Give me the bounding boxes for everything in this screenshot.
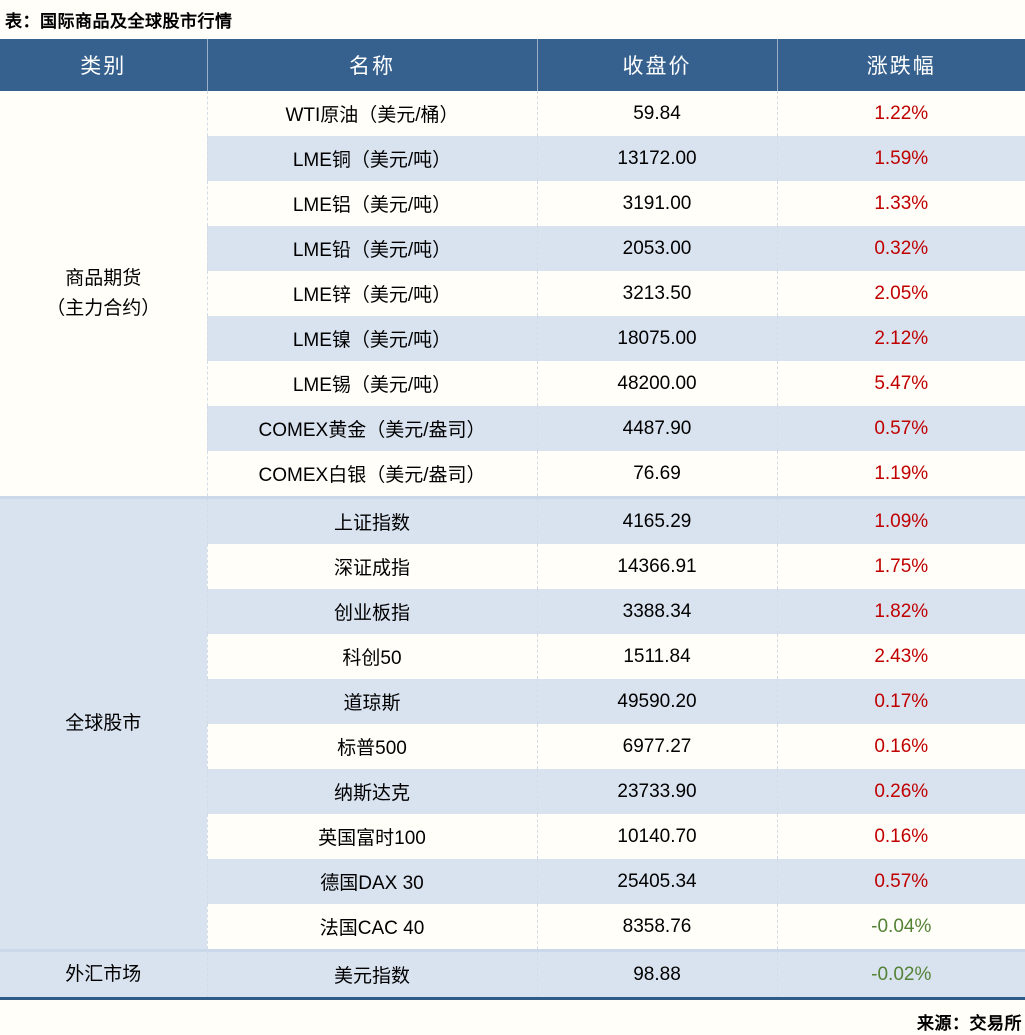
table-row: LME锌（美元/吨） 3213.50 2.05% [0,271,1025,316]
instrument-name-cell: LME铅（美元/吨） [207,226,538,271]
category-cell: 外汇市场 [0,949,208,997]
instrument-name-cell: 深证成指 [207,544,538,589]
instrument-name-cell: COMEX白银（美元/盎司） [207,451,538,498]
table-header: 类别 名称 收盘价 涨跌幅 [0,39,1025,91]
change-percent-cell: 0.16% [874,735,929,757]
table-body: 商品期货 （主力合约） WTI原油（美元/桶） 59.84 1.22% LME铜（美元/… [0,91,1025,997]
instrument-name-cell: WTI原油（美元/桶） [207,91,538,136]
table-row: 商品期货 （主力合约） WTI原油（美元/桶） 59.84 1.22% [0,91,1025,498]
close-price-cell: 4165.29 [537,496,778,544]
close-price-cell: 6977.27 [537,724,778,769]
change-percent-cell: 1.82% [777,589,1025,634]
instrument-name-cell: 美元指数 [207,949,538,997]
change-percent-cell: -0.02% [777,949,1025,997]
table-row: 法国CAC 40 8358.76 -0.04% [0,904,1025,951]
change-percent-cell: 1.19% [874,462,929,484]
close-price-cell: 3388.34 [537,589,778,634]
close-price-cell: 18075.00 [537,316,778,361]
close-price-cell: 98.88 [537,949,778,997]
instrument-name-cell: 标普500 [207,724,538,769]
close-price-cell: 76.69 [537,451,778,498]
instrument-name-cell: 上证指数 [207,496,538,544]
instrument-name-cell: 英国富时100 [207,814,538,859]
change-percent-cell: 2.12% [777,316,1025,361]
change-percent-cell: 1.59% [777,136,1025,181]
instrument-name-cell: LME锡（美元/吨） [207,361,538,406]
change-percent-cell: 1.33% [874,192,929,214]
table-row: 纳斯达克 23733.90 0.26% [0,769,1025,814]
close-price-cell: 3213.50 [537,271,778,316]
source-note: 来源：交易所 [917,1014,1022,1033]
header-category: 类别 [0,39,208,91]
close-price-cell: 10140.70 [537,814,778,859]
instrument-name-cell: COMEX黄金（美元/盎司） [207,406,538,451]
table-row: LME铝（美元/吨） 3191.00 1.33% [0,181,1025,226]
instrument-name-cell: LME铝（美元/吨） [207,181,538,226]
instrument-name-cell: 道琼斯 [207,679,538,724]
change-percent-cell: 5.47% [874,372,929,394]
change-percent-cell: 0.16% [874,825,929,847]
close-price-cell: 59.84 [537,91,778,136]
commodity-stock-table: 类别 名称 收盘价 涨跌幅 商品期货 （主力合约） WTI原油（美元/桶） 59.8… [0,39,1025,997]
table-row: 深证成指 14366.91 1.75% [0,544,1025,589]
close-price-cell: 48200.00 [537,361,778,406]
instrument-name-cell: 创业板指 [207,589,538,634]
instrument-name-cell: 科创50 [207,634,538,679]
instrument-name-cell: LME铜（美元/吨） [207,136,538,181]
table-row: 外汇市场 美元指数 98.88 -0.02% [0,949,1025,997]
close-price-cell: 2053.00 [537,226,778,271]
change-percent-cell: -0.04% [871,915,932,937]
change-percent-cell: 0.57% [777,859,1025,904]
instrument-name-cell: 德国DAX 30 [207,859,538,904]
change-percent-cell: 0.17% [777,679,1025,724]
category-cell: 全球股市 [0,496,208,951]
close-price-cell: 3191.00 [537,181,778,226]
table-row: LME锡（美元/吨） 48200.00 5.47% [0,361,1025,406]
change-percent-cell: 0.57% [777,406,1025,451]
table-row: LME镍（美元/吨） 18075.00 2.12% [0,316,1025,361]
change-percent-cell: 1.22% [874,102,929,124]
header-change: 涨跌幅 [777,39,1025,91]
page-title: 表：国际商品及全球股市行情 [5,12,233,31]
table-row: 英国富时100 10140.70 0.16% [0,814,1025,859]
table-row: 全球股市 上证指数 4165.29 1.09% [0,496,1025,951]
change-percent-cell: 0.32% [777,226,1025,271]
header-row: 类别 名称 收盘价 涨跌幅 [0,39,1025,91]
table-row: 科创50 1511.84 2.43% [0,634,1025,679]
instrument-name-cell: LME锌（美元/吨） [207,271,538,316]
close-price-cell: 8358.76 [537,904,778,951]
instrument-name-cell: 法国CAC 40 [207,904,538,951]
change-percent-cell: 1.09% [777,496,1025,544]
header-close-price: 收盘价 [537,39,778,91]
change-percent-cell: 2.05% [874,282,929,304]
instrument-name-cell: LME镍（美元/吨） [207,316,538,361]
close-price-cell: 14366.91 [537,544,778,589]
close-price-cell: 4487.90 [537,406,778,451]
table-row: 道琼斯 49590.20 0.17% [0,679,1025,724]
close-price-cell: 23733.90 [537,769,778,814]
close-price-cell: 49590.20 [537,679,778,724]
instrument-name-cell: 纳斯达克 [207,769,538,814]
table-row: COMEX黄金（美元/盎司） 4487.90 0.57% [0,406,1025,451]
close-price-cell: 13172.00 [537,136,778,181]
table-row: 标普500 6977.27 0.16% [0,724,1025,769]
table-row: LME铅（美元/吨） 2053.00 0.32% [0,226,1025,271]
table-row: COMEX白银（美元/盎司） 76.69 1.19% [0,451,1025,498]
change-percent-cell: 1.75% [874,555,929,577]
table-row: LME铜（美元/吨） 13172.00 1.59% [0,136,1025,181]
header-name: 名称 [207,39,538,91]
table-row: 德国DAX 30 25405.34 0.57% [0,859,1025,904]
change-percent-cell: 0.26% [777,769,1025,814]
close-price-cell: 25405.34 [537,859,778,904]
close-price-cell: 1511.84 [537,634,778,679]
change-percent-cell: 2.43% [874,645,929,667]
category-cell: 商品期货 （主力合约） [0,91,208,498]
table-row: 创业板指 3388.34 1.82% [0,589,1025,634]
market-table: 类别 名称 收盘价 涨跌幅 商品期货 （主力合约） WTI原油（美元/桶） 59.8… [0,39,1025,1000]
